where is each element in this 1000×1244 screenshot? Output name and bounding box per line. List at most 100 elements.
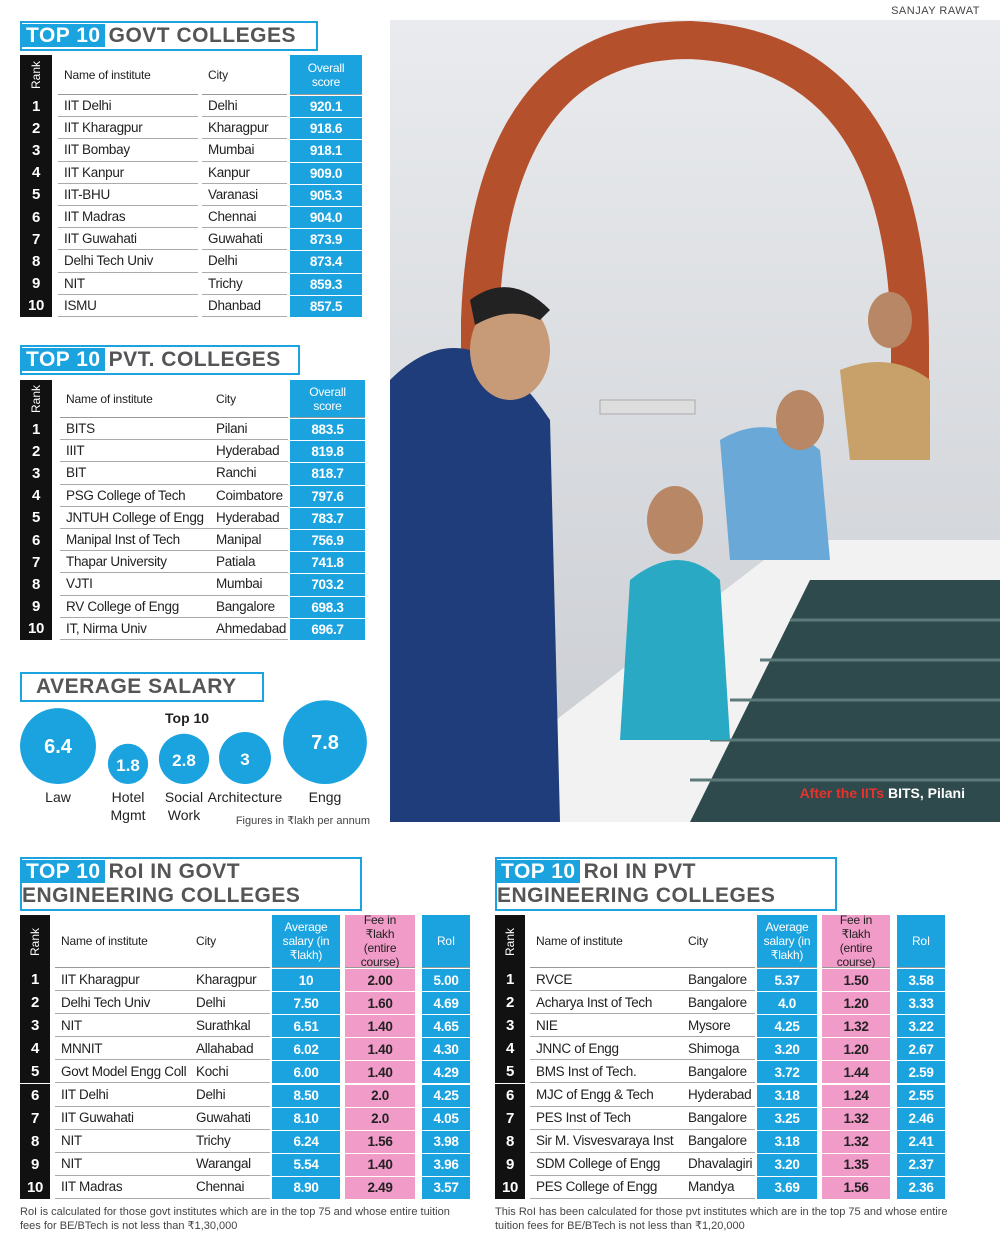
table-cell: 783.7 (290, 506, 365, 529)
rank-cell: 10 (20, 1175, 50, 1199)
table-cell: Mumbai (210, 573, 288, 596)
rank-header: Rank (20, 55, 52, 95)
table-cell: MNNIT (55, 1037, 190, 1061)
table-cell: Kanpur (202, 162, 287, 184)
table-cell: 1.40 (345, 1060, 415, 1084)
table-cell: 1.50 (822, 968, 890, 992)
column-header: RoI (422, 915, 470, 968)
table-cell: 1.40 (345, 1152, 415, 1176)
table-cell: 2.0 (345, 1083, 415, 1107)
table-cell: IIT-BHU (58, 184, 198, 206)
column-header: City (202, 55, 287, 95)
table-cell: BITS (60, 418, 210, 441)
table-cell: BIT (60, 462, 210, 485)
photo-credit: SANJAY RAWAT (891, 5, 980, 17)
table-cell: 6.24 (272, 1129, 340, 1153)
table-cell: Mysore (682, 1014, 755, 1038)
table-cell: Trichy (202, 273, 287, 295)
rank-cell: 4 (20, 1037, 50, 1061)
title-text: PVT. COLLEGES (108, 348, 281, 371)
table-cell: 873.9 (290, 228, 362, 251)
table-cell: Guwahati (190, 1107, 270, 1130)
table-cell: Bangalore (210, 596, 288, 618)
table-cell: Thapar University (60, 551, 210, 574)
table-cell: 909.0 (290, 161, 362, 184)
rank-cell: 10 (495, 1175, 525, 1199)
salary-value: 2.8 (172, 751, 196, 770)
salary-bubble (219, 732, 271, 784)
table-cell: SDM College of Engg (530, 1153, 682, 1176)
rank-cell: 5 (495, 1060, 525, 1084)
table-cell: Kharagpur (202, 117, 287, 140)
rank-cell: 10 (20, 617, 52, 640)
column-header: City (682, 915, 755, 968)
table-cell: 1.40 (345, 1037, 415, 1061)
rank-cell: 8 (495, 1129, 525, 1153)
table-cell: 905.3 (290, 183, 362, 206)
table-cell: 1.56 (822, 1175, 890, 1199)
column-header: Name of institute (530, 915, 682, 968)
table-cell: 696.7 (290, 617, 365, 640)
table-cell: Bangalore (682, 1060, 755, 1084)
table-cell: JNNC of Engg (530, 1037, 682, 1061)
table-cell: 2.00 (345, 968, 415, 992)
salary-value: 6.4 (44, 736, 73, 758)
rank-cell: 7 (20, 1106, 50, 1130)
column-header: Name of institute (60, 380, 210, 418)
table-cell: 4.25 (422, 1083, 470, 1107)
title-highlight: TOP 10 (22, 860, 105, 883)
table-cell: 4.25 (757, 1014, 817, 1038)
table-cell: 1.44 (822, 1060, 890, 1084)
table-cell: Coimbatore (210, 485, 288, 507)
column-header: RoI (897, 915, 945, 968)
table-cell: Bangalore (682, 991, 755, 1015)
table-cell: 1.35 (822, 1152, 890, 1176)
table-cell: Hyderabad (682, 1084, 755, 1107)
table-cell: Ranchi (210, 462, 288, 485)
table-cell: 4.69 (422, 991, 470, 1015)
table-cell: Varanasi (202, 184, 287, 206)
rank-cell: 2 (20, 991, 50, 1015)
table-cell: IIT Delhi (58, 95, 198, 118)
table-cell: Allahabad (190, 1037, 270, 1061)
table-cell: 2.55 (897, 1083, 945, 1107)
rank-cell: 6 (20, 529, 52, 552)
table-cell: ISMU (58, 295, 198, 317)
table-cell: Trichy (190, 1130, 270, 1153)
table-cell: 3.20 (757, 1152, 817, 1176)
table-cell: Dhanbad (202, 295, 287, 317)
table-cell: Hyderabad (210, 507, 288, 529)
table-cell: Acharya Inst of Tech (530, 991, 682, 1015)
rank-cell: 9 (20, 595, 52, 618)
title-highlight: TOP 10 (22, 24, 105, 47)
table-cell: 857.5 (290, 294, 362, 317)
table-cell: 8.10 (272, 1106, 340, 1130)
footnote: RoI is calculated for those govt institu… (20, 1206, 450, 1232)
rank-cell: 3 (20, 1014, 50, 1038)
table-cell: 859.3 (290, 272, 362, 295)
table-cell: Kharagpur (190, 968, 270, 992)
table-cell: RV College of Engg (60, 596, 210, 618)
salary-value: 7.8 (311, 732, 339, 754)
rank-cell: 2 (20, 440, 52, 463)
table-cell: IIT Guwahati (55, 1107, 190, 1130)
table-cell: 741.8 (290, 551, 365, 574)
table-cell: 3.69 (757, 1175, 817, 1199)
table-cell: IIT Bombay (58, 139, 198, 162)
rank-header: Rank (495, 915, 525, 968)
table-cell: 8.50 (272, 1083, 340, 1107)
table-cell: 904.0 (290, 206, 362, 229)
salary-bubble (107, 743, 149, 784)
column-header: Name of institute (58, 55, 198, 95)
table-cell: Dhavalagiri (682, 1153, 755, 1176)
table-cell: IIT Guwahati (58, 228, 198, 251)
table-cell: IIT Madras (55, 1176, 190, 1199)
caption-highlight: After the IITs (799, 785, 885, 801)
rank-cell: 4 (495, 1037, 525, 1061)
column-header: City (210, 380, 288, 418)
table-cell: 819.8 (290, 440, 365, 463)
table-cell: Pilani (210, 418, 288, 441)
table-cell: 873.4 (290, 250, 362, 273)
column-header: Fee in ₹lakh (entire course) (345, 913, 415, 969)
